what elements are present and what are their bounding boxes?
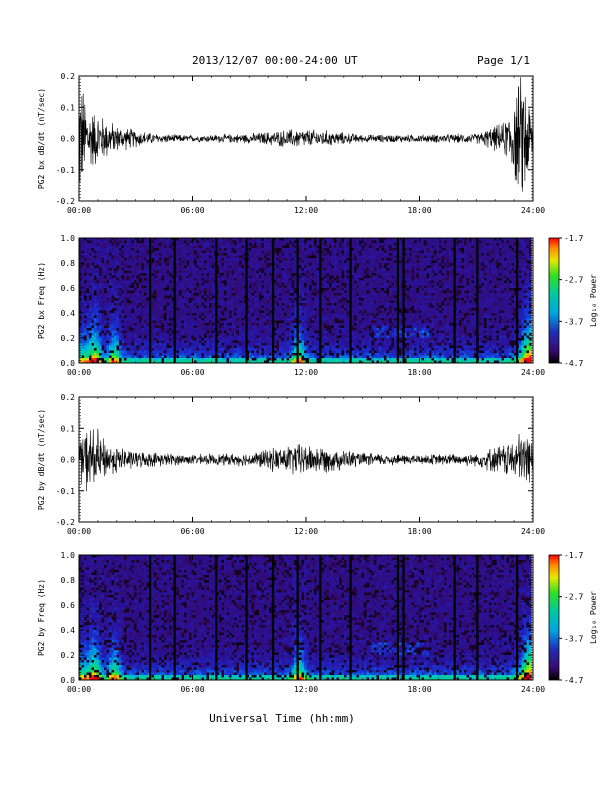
x-tick-label: 06:00	[180, 685, 204, 694]
data-gap	[515, 238, 519, 363]
data-gap	[148, 555, 152, 680]
series-line	[78, 428, 534, 492]
x-tick-label: 12:00	[294, 368, 318, 377]
colorbar	[548, 554, 560, 681]
data-gap	[402, 238, 405, 363]
y-axis-label: PG2 by Freq (Hz)	[37, 579, 46, 656]
y-axis-label: PG2 bx dB/dt (nT/sec)	[37, 88, 46, 189]
data-gap	[349, 555, 352, 680]
y-tick-label: 0.2	[61, 651, 76, 660]
x-tick-label: 24:00	[521, 527, 545, 536]
y-tick-label: 0.6	[61, 601, 76, 610]
x-tick-label: 18:00	[407, 685, 431, 694]
data-gap	[245, 555, 248, 680]
data-gap	[215, 238, 218, 363]
x-tick-label: 12:00	[294, 527, 318, 536]
data-gap	[296, 555, 299, 680]
data-gap	[173, 238, 176, 363]
heatmap-cells	[79, 555, 532, 681]
data-gap	[515, 555, 519, 680]
colorbar-label: Log₁₀ Power	[589, 274, 598, 327]
y-tick-label: 0.0	[61, 359, 76, 368]
x-tick-label: 18:00	[407, 368, 431, 377]
y-tick-label: 0.4	[61, 626, 76, 635]
data-gap	[271, 238, 275, 363]
y-axis-label: PG2 by dB/dt (nT/sec)	[37, 409, 46, 510]
colorbar	[548, 237, 560, 364]
data-gap	[245, 238, 248, 363]
x-tick-label: 06:00	[180, 206, 204, 215]
colorbar-tick-label: -4.7	[564, 359, 583, 368]
page-title: 2013/12/07 00:00-24:00 UT	[192, 54, 358, 67]
y-tick-label: 0.0	[61, 676, 76, 685]
data-gap	[296, 238, 299, 363]
x-tick-label: 24:00	[521, 685, 545, 694]
x-tick-label: 24:00	[521, 206, 545, 215]
data-gap	[453, 238, 456, 363]
x-tick-label: 00:00	[67, 368, 91, 377]
y-tick-label: -0.2	[56, 518, 75, 527]
colorbar-tick-label: -2.7	[564, 276, 583, 285]
data-gap	[319, 238, 322, 363]
data-gap	[476, 555, 479, 680]
y-tick-label: 1.0	[61, 234, 76, 243]
y-tick-label: 0.0	[61, 456, 76, 465]
y-tick-label: 0.2	[61, 334, 76, 343]
y-tick-label: 0.6	[61, 284, 76, 293]
data-gap	[349, 238, 352, 363]
colorbar-tick-label: -4.7	[564, 676, 583, 685]
data-gap	[453, 555, 456, 680]
data-gap	[476, 238, 479, 363]
x-tick-label: 24:00	[521, 368, 545, 377]
x-tick-label: 18:00	[407, 527, 431, 536]
heatmap-cells	[79, 238, 532, 364]
x-axis-label: Universal Time (hh:mm)	[209, 712, 355, 725]
y-tick-label: 0.2	[61, 72, 76, 81]
x-tick-label: 12:00	[294, 206, 318, 215]
y-tick-label: 0.0	[61, 135, 76, 144]
y-tick-label: -0.1	[56, 487, 75, 496]
colorbar-tick-label: -1.7	[564, 234, 583, 243]
data-gap	[271, 555, 275, 680]
data-gap	[396, 555, 399, 680]
series-line	[78, 77, 534, 192]
page-number: Page 1/1	[477, 54, 530, 67]
data-gap	[402, 555, 405, 680]
x-tick-label: 06:00	[180, 368, 204, 377]
data-gap	[396, 238, 399, 363]
y-tick-label: 0.2	[61, 393, 76, 402]
colorbar-tick-label: -3.7	[564, 317, 583, 326]
x-tick-label: 12:00	[294, 685, 318, 694]
y-tick-label: 0.4	[61, 309, 76, 318]
x-tick-label: 18:00	[407, 206, 431, 215]
y-tick-label: 0.1	[61, 103, 76, 112]
data-gap	[215, 555, 218, 680]
y-axis-label: PG2 bx Freq (Hz)	[37, 262, 46, 339]
y-tick-label: -0.1	[56, 166, 75, 175]
data-gap	[148, 238, 152, 363]
y-tick-label: -0.2	[56, 197, 75, 206]
colorbar-label: Log₁₀ Power	[589, 591, 598, 644]
y-tick-label: 1.0	[61, 551, 76, 560]
x-tick-label: 00:00	[67, 206, 91, 215]
y-tick-label: 0.8	[61, 576, 76, 585]
data-gap	[319, 555, 322, 680]
y-tick-label: 0.8	[61, 259, 76, 268]
colorbar-tick-label: -2.7	[564, 593, 583, 602]
colorbar-tick-label: -3.7	[564, 634, 583, 643]
y-tick-label: 0.1	[61, 424, 76, 433]
x-tick-label: 00:00	[67, 527, 91, 536]
x-tick-label: 06:00	[180, 527, 204, 536]
colorbar-tick-label: -1.7	[564, 551, 583, 560]
x-tick-label: 00:00	[67, 685, 91, 694]
data-gap	[173, 555, 176, 680]
